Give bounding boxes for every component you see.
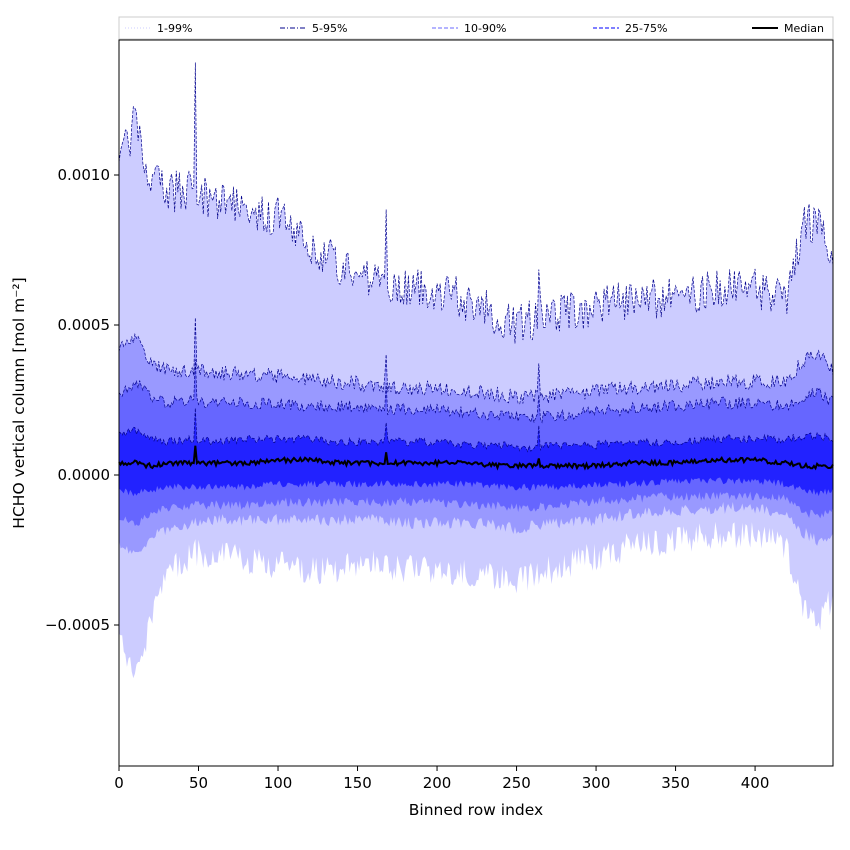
- percentile-bands: [119, 62, 833, 679]
- legend-label: Median: [784, 22, 824, 35]
- y-tick-label: 0.0000: [58, 466, 111, 484]
- percentile-lines: [118, 62, 834, 471]
- x-tick-label: 200: [423, 774, 452, 792]
- legend-label: 10-90%: [464, 22, 506, 35]
- line-p95: [118, 317, 834, 405]
- line-median: [118, 445, 834, 471]
- x-axis-label: Binned row index: [409, 801, 543, 819]
- legend-label: 5-95%: [312, 22, 347, 35]
- legend-label: 1-99%: [157, 22, 192, 35]
- y-tick-label: 0.0010: [58, 166, 111, 184]
- plot-frame: [118, 39, 834, 767]
- legend-box: [118, 16, 834, 40]
- y-axis-label: HCHO vertical column [mol m⁻²]: [10, 277, 28, 528]
- line-p75: [118, 408, 834, 453]
- y-tick-label: 0.0005: [58, 316, 111, 334]
- x-tick-label: 400: [741, 774, 770, 792]
- legend-label: 25-75%: [625, 22, 667, 35]
- x-tick-label: 100: [264, 774, 293, 792]
- y-axis: −0.0005 0.0000 0.0005 0.0010: [45, 166, 119, 634]
- band-1-99: [119, 62, 833, 679]
- y-tick-label: −0.0005: [45, 616, 110, 634]
- x-tick-label: 300: [582, 774, 611, 792]
- line-p90: [118, 359, 834, 424]
- x-axis: 0 50 100 150 200 250 300 350 400: [114, 766, 769, 792]
- x-tick-label: 350: [661, 774, 690, 792]
- legend: 1-99% 5-95% 10-90% 25-75% Median: [118, 16, 834, 40]
- x-tick-label: 0: [114, 774, 124, 792]
- x-tick-label: 50: [189, 774, 208, 792]
- band-25-75: [119, 408, 833, 497]
- x-tick-label: 150: [343, 774, 372, 792]
- line-p99: [118, 62, 834, 344]
- x-tick-label: 250: [502, 774, 531, 792]
